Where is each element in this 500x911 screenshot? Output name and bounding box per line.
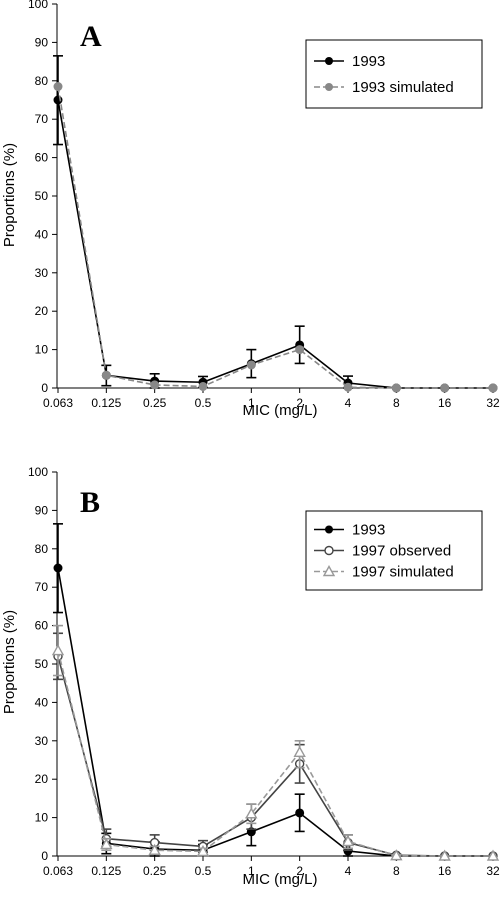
x-tick-label: 0.25 bbox=[143, 396, 167, 410]
legend-box bbox=[305, 39, 483, 109]
x-tick-label: 32 bbox=[486, 864, 500, 878]
x-tick-label: 0.063 bbox=[43, 864, 73, 878]
data-point bbox=[486, 849, 500, 861]
y-tick-label: 100 bbox=[28, 0, 48, 11]
legend-marker bbox=[322, 565, 336, 577]
x-tick-label: 0.5 bbox=[195, 396, 212, 410]
y-tick-label: 0 bbox=[41, 381, 48, 395]
data-point bbox=[293, 745, 306, 758]
x-tick-label: 0.25 bbox=[143, 864, 167, 878]
data-point bbox=[53, 82, 63, 92]
legend-marker bbox=[324, 545, 334, 556]
legend-label: 1993 bbox=[352, 522, 385, 539]
data-point bbox=[148, 843, 161, 855]
y-tick-label: 50 bbox=[35, 189, 49, 203]
x-tick-label: 1 bbox=[248, 864, 255, 878]
y-axis-label-a: Proportions (%) bbox=[1, 143, 18, 247]
data-point bbox=[391, 383, 401, 393]
x-tick-label: 8 bbox=[393, 864, 400, 878]
data-point bbox=[438, 849, 451, 861]
series-1997-observed bbox=[53, 632, 498, 861]
x-axis-label-b: MIC (mg/L) bbox=[243, 871, 318, 888]
panel-a: A Proportions (%) MIC (mg/L) 0 10 20 30 40 50… bbox=[1, 0, 500, 419]
data-point bbox=[100, 838, 113, 850]
x-tick-label: 2 bbox=[296, 864, 303, 878]
legend-label: 1993 bbox=[352, 53, 385, 70]
data-point bbox=[101, 370, 111, 380]
series-1993-simulated bbox=[53, 82, 498, 393]
series-line bbox=[57, 86, 493, 389]
data-point bbox=[440, 383, 450, 393]
data-point bbox=[198, 381, 208, 391]
y-tick-label: 20 bbox=[35, 772, 49, 786]
y-tick-label: 60 bbox=[35, 619, 49, 633]
data-point bbox=[196, 844, 210, 857]
y-tick-label: 10 bbox=[35, 811, 49, 825]
series-1997-simulated bbox=[51, 624, 500, 861]
legend-marker bbox=[325, 83, 333, 91]
data-point bbox=[390, 849, 403, 861]
x-tick-label: 32 bbox=[486, 396, 500, 410]
y-tick-label: 80 bbox=[35, 542, 49, 556]
y-tick-label: 40 bbox=[35, 695, 49, 709]
legend-marker bbox=[325, 57, 333, 65]
data-point bbox=[150, 380, 160, 390]
y-tick-label: 40 bbox=[35, 227, 49, 241]
series-line bbox=[57, 99, 493, 389]
series-line bbox=[57, 650, 493, 857]
legend-label: 1997 observed bbox=[352, 543, 451, 560]
data-point bbox=[295, 808, 305, 818]
series-line bbox=[57, 656, 493, 857]
data-point bbox=[245, 807, 258, 819]
y-tick-label: 30 bbox=[35, 734, 49, 748]
x-tick-label: 1 bbox=[248, 396, 255, 410]
panel-letter-b: B bbox=[80, 486, 100, 519]
legend-label: 1997 simulated bbox=[352, 564, 454, 581]
x-tick-label: 0.063 bbox=[43, 396, 73, 410]
panel-b: B Proportions (%) MIC (mg/L) 0 10 20 30 40 50… bbox=[1, 465, 500, 888]
x-tick-label: 8 bbox=[393, 396, 400, 410]
legend-marker bbox=[325, 525, 333, 534]
x-tick-label: 16 bbox=[438, 396, 452, 410]
x-tick-label: 16 bbox=[438, 864, 452, 878]
data-point bbox=[246, 360, 256, 370]
y-tick-label: 70 bbox=[35, 112, 49, 126]
y-tick-label: 90 bbox=[35, 503, 49, 517]
x-tick-label: 4 bbox=[345, 864, 352, 878]
y-tick-label: 50 bbox=[35, 657, 49, 671]
x-axis-label-a: MIC (mg/L) bbox=[243, 402, 318, 419]
series-line bbox=[57, 567, 493, 857]
x-tick-label: 4 bbox=[345, 396, 352, 410]
y-axis-label-b: Proportions (%) bbox=[1, 610, 18, 714]
data-point bbox=[295, 345, 305, 355]
x-tick-label: 0.5 bbox=[195, 864, 212, 878]
data-point bbox=[343, 382, 353, 392]
legend: 1993 1997 observed 1997 simulated bbox=[305, 510, 483, 591]
data-point bbox=[341, 834, 355, 847]
y-tick-label: 20 bbox=[35, 304, 49, 318]
data-point bbox=[51, 644, 65, 656]
legend-box bbox=[305, 510, 483, 591]
x-tick-label: 2 bbox=[296, 396, 303, 410]
x-tick-label: 0.125 bbox=[91, 864, 121, 878]
y-tick-label: 70 bbox=[35, 580, 49, 594]
y-tick-label: 60 bbox=[35, 151, 49, 165]
y-tick-label: 90 bbox=[35, 35, 49, 49]
y-tick-label: 0 bbox=[41, 849, 48, 863]
x-tick-label: 0.125 bbox=[91, 396, 121, 410]
data-point bbox=[53, 563, 63, 573]
y-tick-label: 80 bbox=[35, 74, 49, 88]
y-tick-label: 30 bbox=[35, 266, 49, 280]
panel-letter-a: A bbox=[80, 20, 102, 53]
legend-label: 1993 simulated bbox=[352, 79, 454, 96]
legend: 1993 1993 simulated bbox=[305, 39, 483, 109]
y-tick-label: 10 bbox=[35, 343, 49, 357]
y-tick-label: 100 bbox=[28, 465, 48, 479]
data-point bbox=[488, 383, 498, 393]
